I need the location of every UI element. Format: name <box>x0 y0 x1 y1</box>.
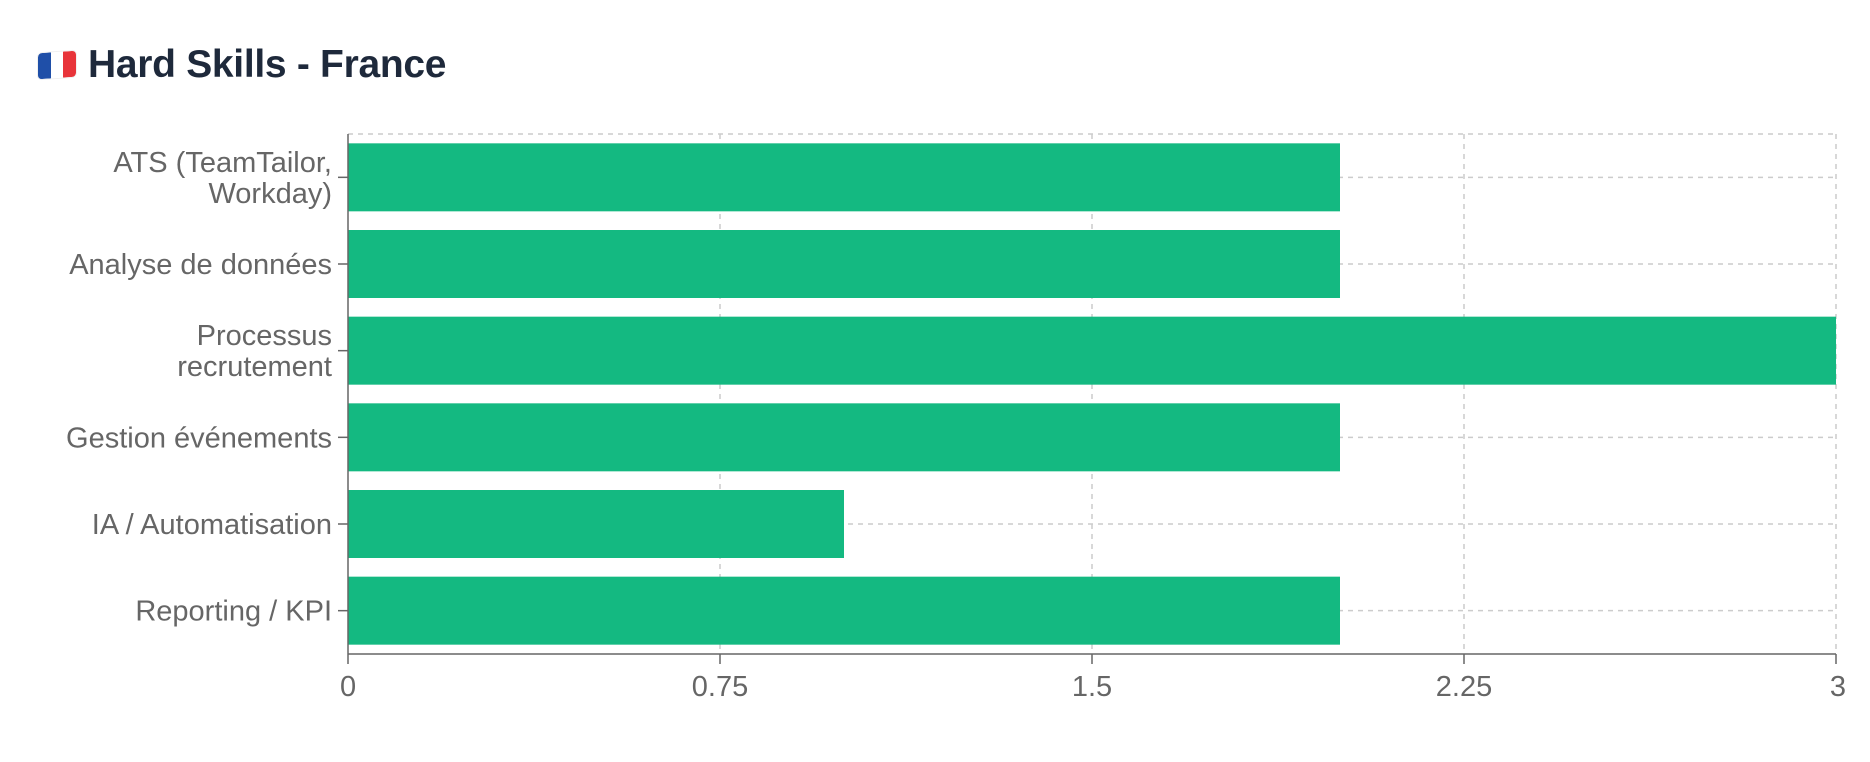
y-category-label: Workday) <box>208 178 332 210</box>
x-tick-label: 1.5 <box>1072 671 1112 703</box>
y-category-label: Gestion événements <box>66 422 332 454</box>
bar <box>348 490 844 558</box>
bar <box>348 576 1340 645</box>
x-tick-label: 2.25 <box>1436 671 1492 703</box>
axes <box>338 134 1837 664</box>
chart-header: Hard Skills - France <box>38 38 446 92</box>
y-category-label: recrutement <box>177 351 332 383</box>
y-category-label: Analyse de données <box>69 249 332 281</box>
y-category-label: ATS (TeamTailor, <box>113 147 332 179</box>
y-category-label: IA / Automatisation <box>92 509 332 541</box>
y-category-label: Reporting / KPI <box>135 596 332 628</box>
y-category-label: Processus <box>197 320 332 352</box>
x-tick-label: 0.75 <box>692 671 748 703</box>
bars <box>348 143 1836 645</box>
grid-lines <box>348 133 1837 654</box>
bar <box>348 230 1340 298</box>
x-tick-label: 0 <box>340 671 356 703</box>
bar <box>348 316 1836 385</box>
axis-labels: 0 0.75 1.5 2.25 3 ATS (TeamTailor,Workday) Ana… <box>66 147 1846 703</box>
bar <box>348 143 1340 212</box>
bar <box>348 403 1340 472</box>
x-tick-label: 3 <box>1830 671 1846 703</box>
chart-title: Hard Skills - France <box>88 43 447 86</box>
